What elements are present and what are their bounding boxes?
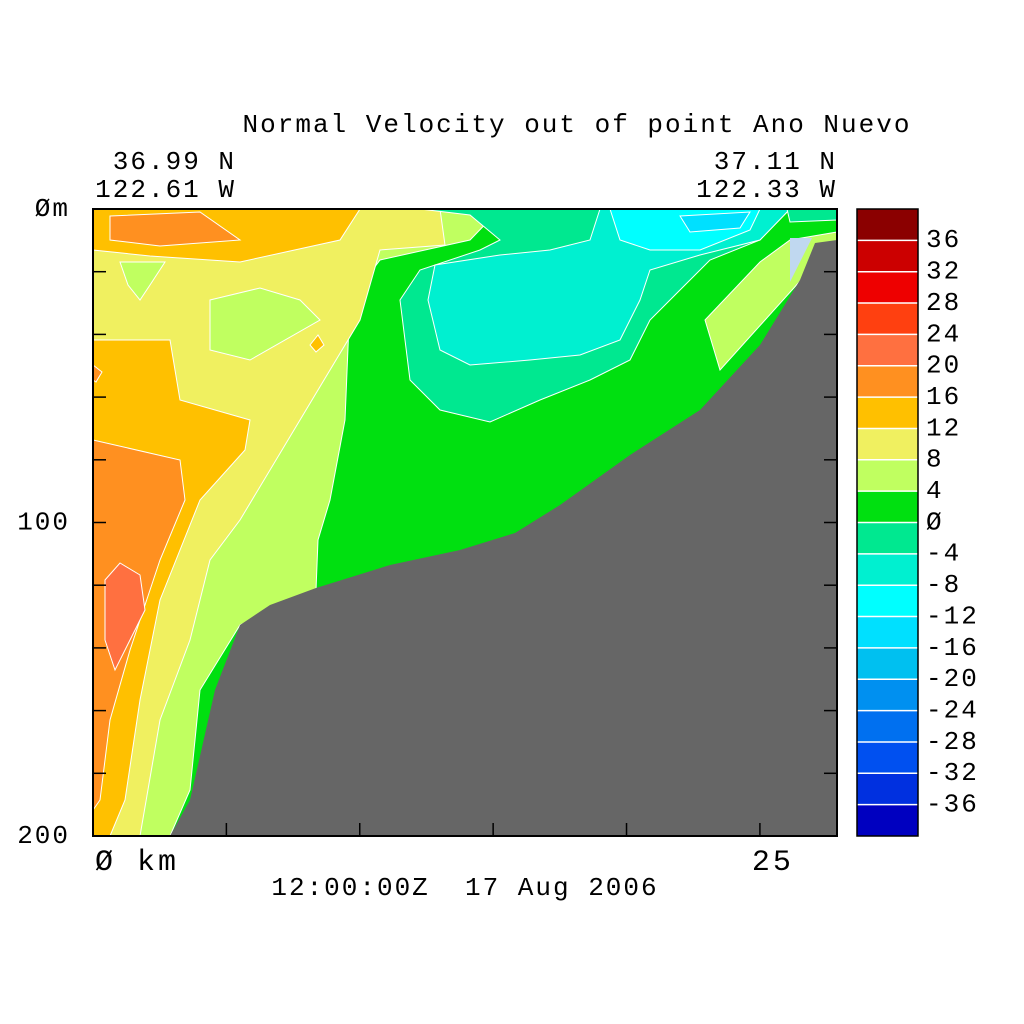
left-lon: 122.61 W xyxy=(95,175,236,205)
contour-region xyxy=(679,211,751,233)
x-tick-label: 25 xyxy=(752,846,794,880)
colorbar-band xyxy=(857,741,918,774)
colorbar: -36-32-28-24-20-16-12-8-4Ø48121620242832… xyxy=(856,208,979,837)
colorbar-band xyxy=(857,522,918,554)
contour-region xyxy=(119,261,166,301)
left-lat: 36.99 N xyxy=(113,147,236,177)
x-tick-label: Ø km xyxy=(95,846,179,880)
colorbar-tick-label: -4 xyxy=(926,539,961,569)
colorbar-band xyxy=(857,240,918,272)
missing-data xyxy=(790,238,812,282)
colorbar-tick-label: 28 xyxy=(926,288,961,318)
colorbar-band xyxy=(857,616,918,648)
right-lon: 122.33 W xyxy=(696,175,837,205)
colorbar-tick-label: 32 xyxy=(926,257,961,287)
colorbar-tick-label: -28 xyxy=(926,727,979,757)
contour-region xyxy=(786,208,838,223)
colorbar-tick-label: 12 xyxy=(926,413,961,443)
colorbar-tick-label: -12 xyxy=(926,601,979,631)
colorbar-band xyxy=(857,710,918,742)
colorbar-tick-label: -8 xyxy=(926,570,961,600)
colorbar-tick-label: -20 xyxy=(926,664,979,694)
contour-region xyxy=(104,562,146,672)
colorbar-tick-label: 20 xyxy=(926,351,961,381)
colorbar-band xyxy=(857,209,918,241)
colorbar-tick-label: 16 xyxy=(926,382,961,412)
colorbar-band xyxy=(857,804,918,836)
colorbar-tick-label: 4 xyxy=(926,476,944,506)
y-tick-label: 200 xyxy=(17,821,70,851)
colorbar-band xyxy=(857,585,918,617)
colorbar-band xyxy=(857,647,918,680)
colorbar-tick-label: 8 xyxy=(926,445,944,475)
contour-region xyxy=(109,211,242,247)
chart-title: Normal Velocity out of point Ano Nuevo xyxy=(243,110,912,140)
colorbar-band xyxy=(857,491,918,523)
colorbar-tick-label: Ø xyxy=(926,507,944,537)
contour-region xyxy=(209,287,321,361)
colorbar-band xyxy=(857,397,918,429)
colorbar-band xyxy=(857,334,918,366)
colorbar-tick-label: -32 xyxy=(926,758,979,788)
colorbar-band xyxy=(857,773,918,805)
colorbar-band xyxy=(857,303,918,335)
colorbar-tick-label: -24 xyxy=(926,695,979,725)
contour-region xyxy=(92,439,186,812)
colorbar-tick-label: 36 xyxy=(926,225,961,255)
time-label: 12:00:00Z 17 Aug 2006 xyxy=(271,873,658,903)
colorbar-band xyxy=(857,553,918,586)
seafloor xyxy=(170,240,837,836)
colorbar-tick-label: -36 xyxy=(926,790,979,820)
colorbar-band xyxy=(857,428,918,460)
colorbar-frame xyxy=(856,208,919,837)
y-tick-label: Øm xyxy=(35,194,70,224)
y-tick-label: 100 xyxy=(17,507,70,537)
right-lat: 37.11 N xyxy=(714,147,837,177)
colorbar-tick-label: -16 xyxy=(926,633,979,663)
colorbar-band xyxy=(857,459,918,492)
colorbar-band xyxy=(857,271,918,304)
colorbar-tick-label: 24 xyxy=(926,319,961,349)
plot-area xyxy=(92,208,838,837)
contour-region xyxy=(309,334,325,353)
colorbar-band xyxy=(857,365,918,398)
colorbar-band xyxy=(857,679,918,711)
